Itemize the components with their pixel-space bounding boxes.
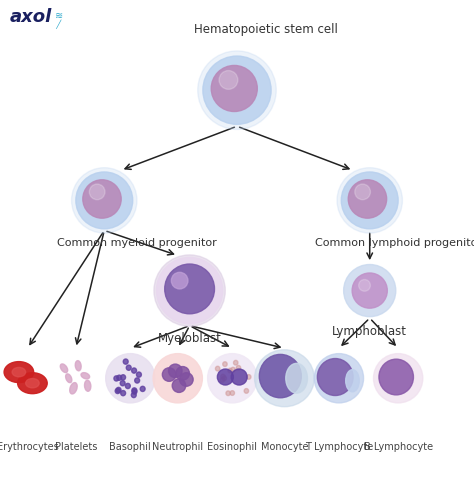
Ellipse shape xyxy=(169,364,182,378)
Text: Common lymphoid progenitor: Common lymphoid progenitor xyxy=(315,238,474,248)
Circle shape xyxy=(220,378,225,382)
Text: B Lymphocyte: B Lymphocyte xyxy=(364,442,433,452)
Text: Erythrocytes: Erythrocytes xyxy=(0,442,58,452)
Ellipse shape xyxy=(314,354,364,403)
Ellipse shape xyxy=(83,180,121,218)
Ellipse shape xyxy=(337,168,402,233)
Ellipse shape xyxy=(165,264,214,314)
Ellipse shape xyxy=(18,373,47,394)
Text: Basophil: Basophil xyxy=(109,442,151,452)
Text: Neutrophil: Neutrophil xyxy=(152,442,203,452)
Ellipse shape xyxy=(348,180,387,218)
Ellipse shape xyxy=(75,361,81,371)
Ellipse shape xyxy=(162,368,176,381)
Circle shape xyxy=(244,389,248,393)
Circle shape xyxy=(223,362,227,366)
Circle shape xyxy=(120,381,125,386)
Circle shape xyxy=(116,387,121,393)
Ellipse shape xyxy=(72,168,137,233)
Ellipse shape xyxy=(346,370,359,392)
Circle shape xyxy=(236,365,241,370)
Ellipse shape xyxy=(153,354,202,403)
Ellipse shape xyxy=(231,369,247,385)
Ellipse shape xyxy=(106,354,155,403)
Circle shape xyxy=(117,375,122,380)
Ellipse shape xyxy=(208,354,257,403)
Ellipse shape xyxy=(180,373,193,386)
Circle shape xyxy=(234,360,238,365)
Circle shape xyxy=(222,376,227,381)
Circle shape xyxy=(132,388,137,393)
Circle shape xyxy=(121,375,126,380)
Ellipse shape xyxy=(219,71,238,89)
Circle shape xyxy=(226,391,230,396)
Circle shape xyxy=(231,367,235,372)
Circle shape xyxy=(246,375,251,379)
Circle shape xyxy=(125,383,130,389)
Circle shape xyxy=(230,391,235,395)
Circle shape xyxy=(137,372,141,377)
Circle shape xyxy=(123,359,128,364)
Text: T Lymphocyte: T Lymphocyte xyxy=(305,442,373,452)
Ellipse shape xyxy=(259,354,301,398)
Ellipse shape xyxy=(374,354,423,403)
Ellipse shape xyxy=(352,273,387,308)
Text: Hematopoietic stem cell: Hematopoietic stem cell xyxy=(193,23,337,36)
Ellipse shape xyxy=(65,374,72,383)
Ellipse shape xyxy=(154,255,225,326)
Ellipse shape xyxy=(211,66,257,112)
Ellipse shape xyxy=(176,367,190,380)
Circle shape xyxy=(126,365,131,370)
Ellipse shape xyxy=(4,362,34,383)
Ellipse shape xyxy=(76,172,133,229)
Text: Common myeloid progenitor: Common myeloid progenitor xyxy=(57,238,217,248)
Text: Lymphoblast: Lymphoblast xyxy=(332,325,407,338)
Ellipse shape xyxy=(379,359,413,395)
Ellipse shape xyxy=(89,184,105,200)
Ellipse shape xyxy=(172,273,188,289)
Ellipse shape xyxy=(203,56,271,124)
Ellipse shape xyxy=(198,51,276,129)
Circle shape xyxy=(131,392,136,398)
Ellipse shape xyxy=(156,258,223,324)
Ellipse shape xyxy=(341,172,398,229)
Ellipse shape xyxy=(172,379,186,392)
Text: ≋: ≋ xyxy=(55,11,69,21)
Circle shape xyxy=(121,390,126,396)
Text: Myeloblast: Myeloblast xyxy=(158,332,221,345)
Ellipse shape xyxy=(355,184,371,200)
Ellipse shape xyxy=(70,383,77,394)
Circle shape xyxy=(132,368,137,373)
Ellipse shape xyxy=(81,373,90,379)
Circle shape xyxy=(215,366,220,371)
Text: Platelets: Platelets xyxy=(55,442,97,452)
Ellipse shape xyxy=(255,350,314,407)
Ellipse shape xyxy=(317,359,353,395)
Circle shape xyxy=(228,368,232,373)
Ellipse shape xyxy=(26,378,39,388)
Ellipse shape xyxy=(344,265,396,317)
Circle shape xyxy=(135,378,140,383)
Circle shape xyxy=(115,388,120,394)
Text: Eosinophil: Eosinophil xyxy=(207,442,257,452)
Ellipse shape xyxy=(12,367,26,377)
Circle shape xyxy=(140,386,145,391)
Circle shape xyxy=(114,376,119,381)
Ellipse shape xyxy=(359,280,370,291)
Circle shape xyxy=(132,389,137,394)
Ellipse shape xyxy=(286,363,308,393)
Ellipse shape xyxy=(84,380,91,391)
Text: Monocyte: Monocyte xyxy=(261,442,308,452)
Ellipse shape xyxy=(60,364,68,373)
Text: ╱: ╱ xyxy=(51,20,62,30)
Text: axol: axol xyxy=(9,8,52,26)
Circle shape xyxy=(221,374,225,379)
Ellipse shape xyxy=(218,369,233,385)
